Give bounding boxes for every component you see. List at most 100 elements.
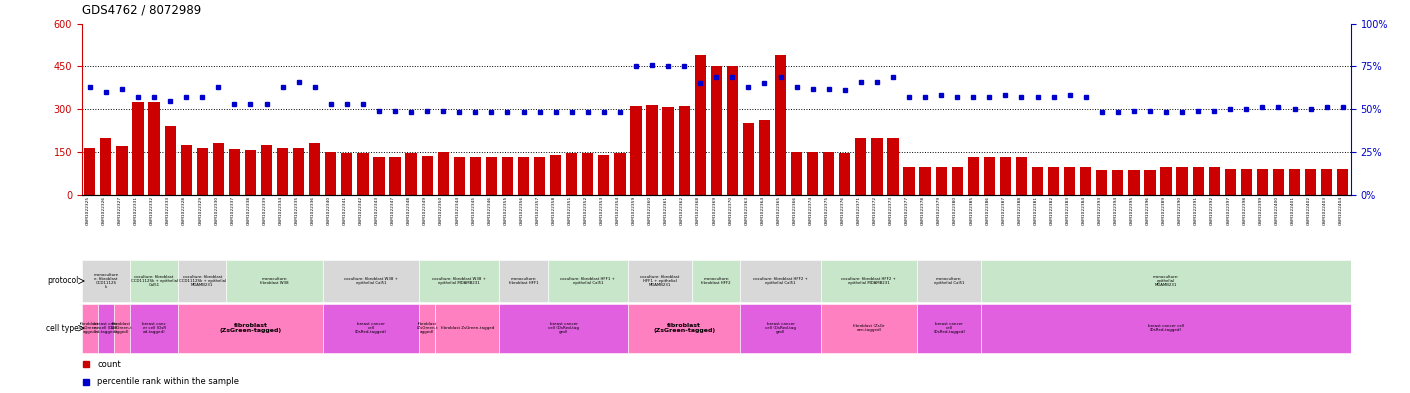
Text: GSM1022381: GSM1022381 <box>1034 196 1038 225</box>
Text: GSM1022370: GSM1022370 <box>729 196 732 225</box>
Bar <box>309 143 320 195</box>
Text: monoculture:
fibroblast W38: monoculture: fibroblast W38 <box>261 277 289 285</box>
Bar <box>821 260 916 302</box>
Text: GSM1022328: GSM1022328 <box>182 196 186 225</box>
Bar <box>598 154 609 195</box>
Text: GSM1022333: GSM1022333 <box>166 196 171 225</box>
Text: GSM1022359: GSM1022359 <box>632 196 636 225</box>
Bar <box>952 167 963 195</box>
Bar <box>871 138 883 195</box>
Text: GSM1022343: GSM1022343 <box>375 196 379 225</box>
Text: coculture: fibroblast
HFF1 + epithelial
MDAMB231: coculture: fibroblast HFF1 + epithelial … <box>640 275 680 287</box>
Text: coculture: fibroblast
CCD1112Sk + epithelial
Cal51: coculture: fibroblast CCD1112Sk + epithe… <box>131 275 178 287</box>
Bar <box>627 260 692 302</box>
Bar <box>776 55 787 195</box>
Bar <box>726 66 737 195</box>
Bar <box>213 143 224 195</box>
Text: GSM1022338: GSM1022338 <box>247 196 251 225</box>
Bar <box>1225 169 1237 195</box>
Bar <box>1208 167 1220 195</box>
Bar <box>133 102 144 195</box>
Bar <box>807 152 818 195</box>
Bar <box>276 147 288 195</box>
Bar <box>326 152 337 195</box>
Bar <box>261 145 272 195</box>
Text: GSM1022396: GSM1022396 <box>1146 196 1151 225</box>
Text: GSM1022342: GSM1022342 <box>360 196 362 225</box>
Text: GSM1022389: GSM1022389 <box>1162 196 1166 225</box>
Text: GSM1022352: GSM1022352 <box>584 196 588 225</box>
Bar <box>740 304 821 353</box>
Text: GSM1022387: GSM1022387 <box>1001 196 1005 225</box>
Bar <box>502 158 513 195</box>
Bar <box>936 167 946 195</box>
Bar <box>821 304 916 353</box>
Bar <box>1048 167 1059 195</box>
Text: breast cancer
cell
(DsRed-tagged): breast cancer cell (DsRed-tagged) <box>933 322 966 334</box>
Bar <box>1193 167 1204 195</box>
Bar <box>196 147 207 195</box>
Bar <box>740 260 821 302</box>
Text: GSM1022400: GSM1022400 <box>1275 196 1279 225</box>
Bar <box>1273 169 1285 195</box>
Text: GSM1022357: GSM1022357 <box>536 196 540 225</box>
Bar <box>227 260 323 302</box>
Bar <box>228 149 240 195</box>
Bar <box>422 156 433 195</box>
Text: coculture: fibroblast HFF1 +
epithelial Cal51: coculture: fibroblast HFF1 + epithelial … <box>560 277 615 285</box>
Text: GSM1022398: GSM1022398 <box>1242 196 1246 225</box>
Text: GSM1022379: GSM1022379 <box>938 196 940 225</box>
Text: GSM1022403: GSM1022403 <box>1323 196 1327 225</box>
Text: GSM1022362: GSM1022362 <box>680 196 684 225</box>
Text: GSM1022390: GSM1022390 <box>1179 196 1182 225</box>
Bar <box>1176 167 1187 195</box>
Bar <box>615 153 626 195</box>
Bar <box>823 152 835 195</box>
Text: cell type: cell type <box>47 324 79 332</box>
Text: coculture: fibroblast W38 +
epithelial Cal51: coculture: fibroblast W38 + epithelial C… <box>344 277 398 285</box>
Text: GSM1022377: GSM1022377 <box>905 196 909 225</box>
Text: GSM1022358: GSM1022358 <box>551 196 556 225</box>
Text: GSM1022355: GSM1022355 <box>503 196 508 225</box>
Text: monoculture:
fibroblast HFF1: monoculture: fibroblast HFF1 <box>509 277 539 285</box>
Text: fibroblast
(ZsGreen-tagged): fibroblast (ZsGreen-tagged) <box>220 323 282 333</box>
Bar <box>178 260 227 302</box>
Text: breast canc
er cell (DsR
ed-tagged): breast canc er cell (DsR ed-tagged) <box>94 322 118 334</box>
Bar <box>663 107 674 195</box>
Bar <box>114 304 130 353</box>
Text: GSM1022327: GSM1022327 <box>118 196 121 225</box>
Bar <box>967 158 979 195</box>
Text: GSM1022335: GSM1022335 <box>295 196 299 225</box>
Bar <box>1032 167 1043 195</box>
Bar <box>419 260 499 302</box>
Text: GSM1022353: GSM1022353 <box>599 196 603 225</box>
Bar <box>100 138 111 195</box>
Bar <box>1080 167 1091 195</box>
Bar <box>97 304 114 353</box>
Text: GSM1022395: GSM1022395 <box>1129 196 1134 225</box>
Text: breast cancer
cell (DsRed-tag
ged): breast cancer cell (DsRed-tag ged) <box>548 322 580 334</box>
Text: breast cancer
cell (DsRed-tag
ged): breast cancer cell (DsRed-tag ged) <box>766 322 797 334</box>
Text: protocol: protocol <box>48 277 79 285</box>
Text: GSM1022336: GSM1022336 <box>310 196 314 225</box>
Bar <box>547 260 627 302</box>
Text: GSM1022372: GSM1022372 <box>873 196 877 225</box>
Bar <box>323 260 419 302</box>
Text: GSM1022360: GSM1022360 <box>649 196 651 225</box>
Bar <box>180 145 192 195</box>
Text: fibroblast ZsGreen-tagged: fibroblast ZsGreen-tagged <box>440 326 494 330</box>
Bar <box>1000 158 1011 195</box>
Text: GSM1022373: GSM1022373 <box>888 196 893 225</box>
Text: GSM1022361: GSM1022361 <box>664 196 668 225</box>
Text: GDS4762 / 8072989: GDS4762 / 8072989 <box>82 4 202 17</box>
Bar <box>436 304 499 353</box>
Bar <box>130 304 178 353</box>
Bar <box>406 152 417 195</box>
Bar <box>565 153 577 195</box>
Bar <box>1321 169 1332 195</box>
Text: monoculture:
fibroblast HFF2: monoculture: fibroblast HFF2 <box>701 277 732 285</box>
Text: GSM1022331: GSM1022331 <box>134 196 138 225</box>
Bar <box>499 304 627 353</box>
Text: GSM1022347: GSM1022347 <box>391 196 395 225</box>
Text: breast cancer
cell
(DsRed-tagged): breast cancer cell (DsRed-tagged) <box>355 322 386 334</box>
